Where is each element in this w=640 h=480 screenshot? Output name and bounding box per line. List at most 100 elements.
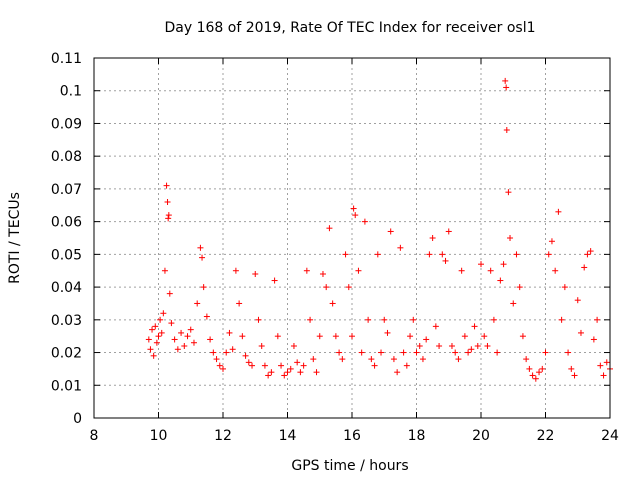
data-point	[239, 333, 246, 340]
y-tick-label: 0.03	[51, 313, 82, 329]
data-point	[319, 271, 326, 277]
data-point	[468, 346, 475, 353]
data-point	[313, 369, 320, 376]
data-point	[236, 300, 243, 307]
data-point	[432, 323, 439, 330]
data-point	[481, 333, 488, 340]
data-point	[160, 310, 167, 317]
data-point	[226, 329, 233, 336]
data-point	[503, 127, 510, 133]
y-tick-label: 0.11	[51, 51, 82, 67]
data-point	[484, 343, 491, 349]
data-point	[165, 215, 172, 222]
data-point	[220, 365, 226, 372]
x-tick-label: 22	[537, 428, 555, 444]
data-point	[436, 343, 443, 349]
data-point	[371, 362, 378, 369]
data-point	[471, 323, 478, 330]
data-point	[568, 365, 575, 372]
data-point	[164, 199, 171, 205]
data-point	[561, 284, 568, 291]
data-point	[163, 182, 170, 189]
data-point	[419, 356, 426, 363]
data-point	[552, 267, 559, 274]
data-point	[281, 372, 288, 379]
x-tick-label: 20	[472, 428, 490, 444]
data-point	[445, 228, 452, 235]
data-point	[461, 333, 468, 340]
data-point	[203, 313, 210, 320]
data-point	[368, 356, 375, 363]
data-point	[407, 333, 414, 340]
data-point	[413, 349, 420, 356]
chart-title: Day 168 of 2019, Rate Of TEC Index for r…	[164, 20, 535, 36]
data-point	[545, 251, 552, 258]
data-point	[161, 267, 168, 274]
data-point	[555, 208, 562, 215]
data-point	[397, 244, 404, 251]
data-point	[287, 365, 294, 372]
data-point	[350, 205, 357, 212]
data-point	[258, 343, 265, 349]
data-point	[603, 359, 610, 366]
data-point	[532, 375, 539, 382]
data-point	[516, 284, 523, 291]
data-point	[232, 267, 239, 274]
data-point	[502, 77, 509, 84]
data-point	[597, 362, 604, 369]
data-point	[223, 349, 230, 356]
data-point	[497, 277, 504, 284]
data-point	[155, 333, 162, 340]
data-point	[265, 372, 272, 379]
data-point	[316, 333, 323, 340]
data-point	[390, 356, 397, 363]
data-point	[332, 333, 339, 340]
data-point	[153, 339, 160, 346]
data-point	[494, 349, 501, 356]
data-point	[171, 336, 178, 343]
data-point	[490, 316, 497, 323]
data-point	[157, 316, 164, 323]
data-point	[274, 333, 281, 340]
y-tick-label: 0.1	[60, 84, 82, 100]
x-tick-labels: 8 10 12 14 16 18 20 22 24	[90, 428, 619, 444]
y-tick-label: 0.02	[51, 346, 82, 362]
data-point	[355, 267, 362, 274]
data-point	[403, 362, 410, 369]
data-point	[455, 356, 462, 363]
data-point	[526, 365, 533, 372]
grid-lines	[94, 58, 610, 418]
data-point	[365, 316, 372, 323]
data-point	[513, 251, 520, 258]
data-point	[284, 369, 291, 376]
data-point	[587, 248, 594, 255]
y-tick-label: 0.09	[51, 116, 82, 132]
data-point	[197, 244, 204, 251]
data-point	[303, 267, 310, 274]
data-point	[423, 336, 430, 343]
data-point	[213, 356, 220, 363]
data-point	[394, 369, 401, 376]
data-point	[381, 316, 388, 323]
data-point	[487, 267, 494, 274]
data-point	[166, 290, 173, 297]
data-point	[178, 329, 185, 336]
data-point	[271, 277, 278, 284]
data-point	[326, 225, 333, 232]
data-point	[147, 346, 154, 353]
data-point	[558, 316, 565, 323]
data-point	[152, 323, 159, 330]
data-point	[548, 238, 555, 245]
data-point	[594, 316, 601, 323]
data-point	[474, 343, 481, 349]
data-point	[505, 189, 512, 196]
y-tick-label: 0	[73, 411, 82, 427]
y-tick-label: 0.07	[51, 182, 82, 198]
data-point	[536, 369, 543, 376]
x-tick-label: 18	[408, 428, 426, 444]
data-point	[584, 251, 591, 258]
data-point	[174, 346, 181, 353]
data-point	[358, 349, 365, 356]
data-point	[426, 251, 433, 258]
